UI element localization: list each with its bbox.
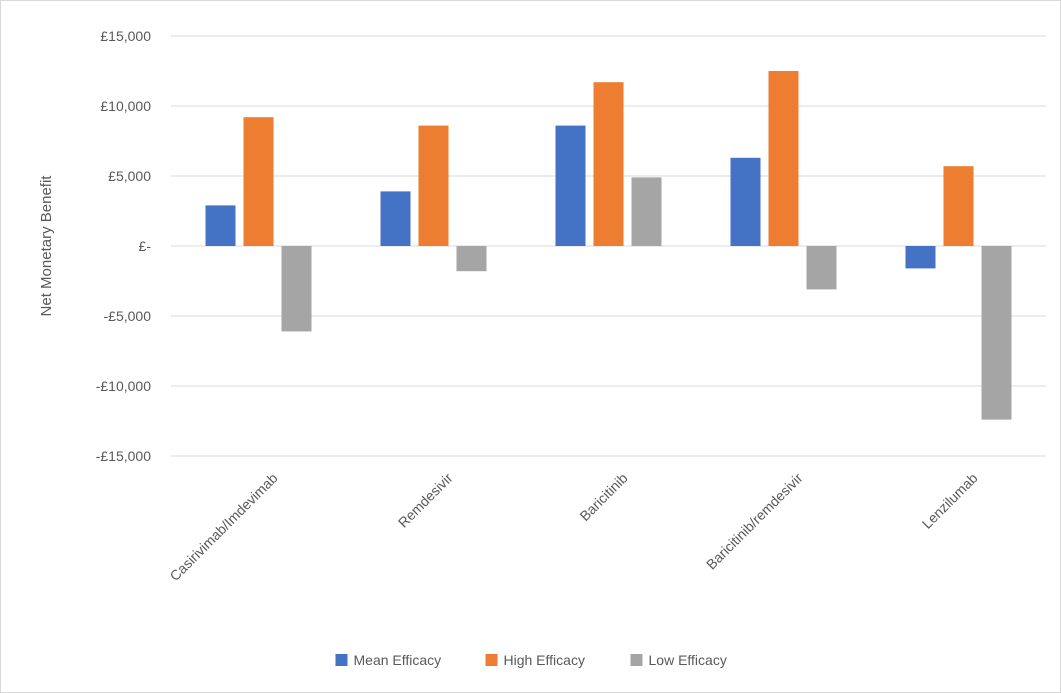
bar-low-efficacy [981, 246, 1012, 420]
bar-low-efficacy [631, 177, 662, 246]
category-label: Casirivimab/Imdevimab [166, 470, 280, 584]
bar-mean-efficacy [380, 191, 411, 246]
category-label: Remdesivir [395, 470, 456, 531]
bar-high-efficacy [943, 166, 974, 246]
bar-low-efficacy [456, 246, 487, 272]
bar-mean-efficacy [905, 246, 936, 269]
y-tick-label: £- [139, 238, 152, 254]
y-axis-title: Net Monetary Benefit [38, 175, 55, 317]
legend: Mean Efficacy High Efficacy Low Efficacy [335, 652, 727, 668]
y-tick-label: -£15,000 [96, 448, 151, 464]
legend-label: High Efficacy [504, 652, 585, 668]
bar-mean-efficacy [730, 157, 761, 246]
y-tick-label: -£10,000 [96, 378, 151, 394]
category-label: Baricitinib [576, 470, 630, 524]
y-tick-label: £5,000 [108, 168, 151, 184]
bar-low-efficacy [806, 246, 837, 290]
labels: £15,000 £10,000 £5,000 £- -£5,000 -£10,000 -£1… [96, 28, 981, 584]
category-label: Baricitinib/remdesivir [703, 470, 806, 573]
legend-swatch-high-efficacy [485, 654, 498, 666]
legend-label: Low Efficacy [649, 652, 727, 668]
legend-swatch-low-efficacy [630, 654, 643, 666]
y-tick-label: £10,000 [100, 98, 151, 114]
legend-label: Mean Efficacy [354, 652, 442, 668]
bar-low-efficacy [281, 246, 312, 332]
bar-high-efficacy [768, 71, 799, 246]
bar-mean-efficacy [555, 125, 586, 246]
y-tick-label: -£5,000 [104, 308, 152, 324]
category-label: Lenzilumab [919, 470, 981, 532]
bars [205, 71, 1012, 420]
bar-high-efficacy [243, 117, 274, 246]
bar-high-efficacy [418, 125, 449, 246]
bar-mean-efficacy [205, 205, 236, 246]
legend-swatch-mean-efficacy [335, 654, 348, 666]
y-tick-label: £15,000 [100, 28, 151, 44]
bar-high-efficacy [593, 82, 624, 246]
